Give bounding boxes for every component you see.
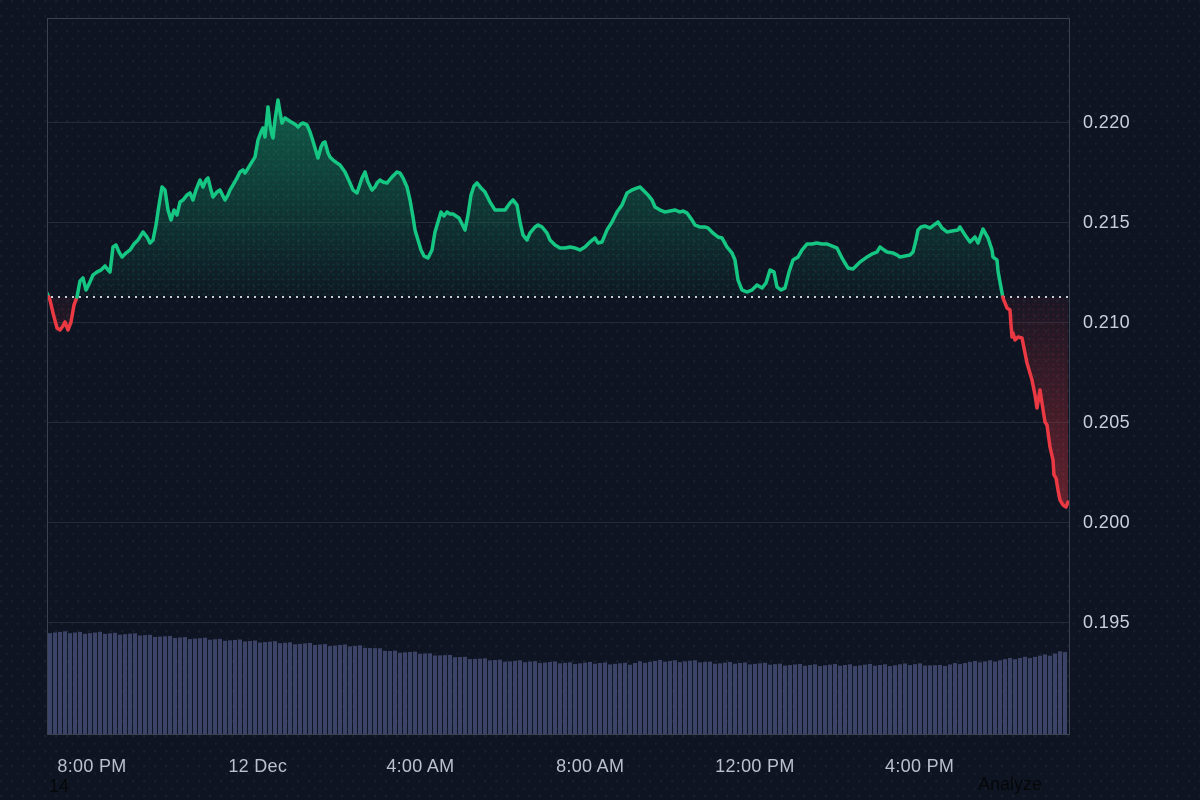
footer-date-fragment: 14 bbox=[49, 776, 70, 796]
price-line-chart[interactable] bbox=[47, 18, 1070, 735]
x-axis-label: 12 Dec bbox=[228, 756, 288, 776]
plot-border bbox=[47, 18, 1070, 735]
y-axis-label: 0.210 bbox=[1083, 312, 1131, 332]
x-axis-label: 4:00 AM bbox=[386, 756, 455, 776]
price-chart-plot[interactable] bbox=[47, 18, 1070, 735]
analyze-button[interactable]: Analyze bbox=[978, 774, 1043, 794]
y-axis-label: 0.200 bbox=[1083, 512, 1131, 532]
x-axis-label: 12:00 PM bbox=[715, 756, 795, 776]
volume-bars bbox=[48, 631, 1067, 735]
area-fills bbox=[47, 100, 1068, 507]
price-line-down-segment bbox=[47, 295, 79, 332]
x-axis-label: 8:00 AM bbox=[556, 756, 625, 776]
y-axis-label: 0.195 bbox=[1083, 612, 1131, 632]
price-line-down-segment bbox=[1001, 295, 1070, 509]
y-axis-label: 0.220 bbox=[1083, 112, 1131, 132]
x-axis-label: 4:00 PM bbox=[885, 756, 955, 776]
y-axis-label: 0.205 bbox=[1083, 412, 1131, 432]
price-line bbox=[47, 98, 1070, 509]
y-axis-label: 0.215 bbox=[1083, 212, 1131, 232]
x-axis-label: 8:00 PM bbox=[57, 756, 127, 776]
price-line-up-segment bbox=[75, 98, 1005, 299]
